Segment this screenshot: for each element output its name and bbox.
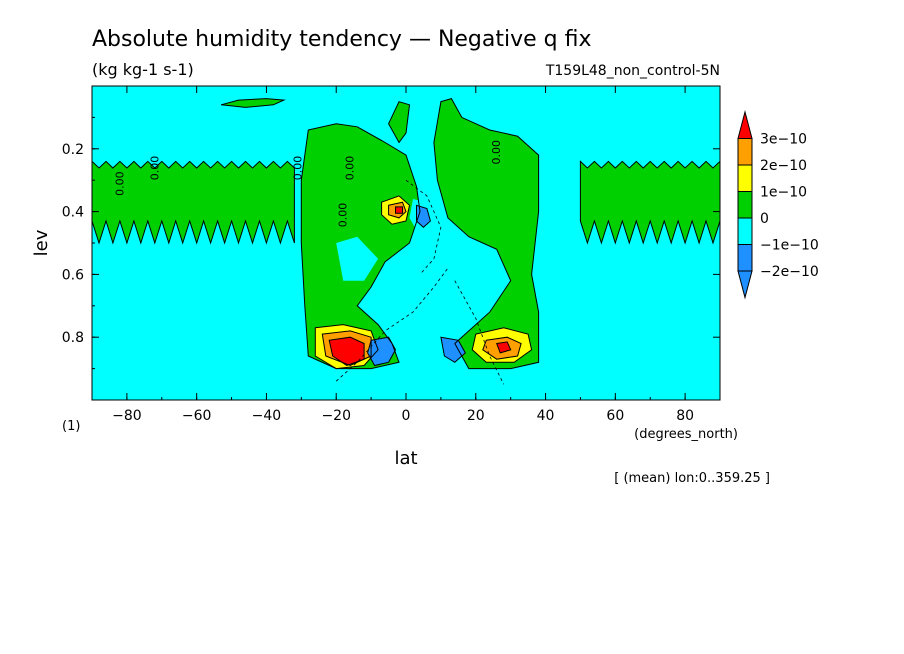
y-axis-units: (1): [62, 419, 80, 434]
contour-label-3: 0.00: [291, 156, 304, 181]
colorbar-label: 0: [760, 211, 769, 227]
x-tick-label: 60: [606, 408, 624, 424]
y-tick-label: 0.2: [62, 142, 84, 158]
colorbar-segment: [737, 110, 753, 139]
x-tick-label: 80: [676, 408, 694, 424]
colorbar-segment: [737, 217, 753, 245]
chart-subtitle: (kg kg-1 s-1): [92, 60, 194, 79]
tropical-column-north-contour: [433, 98, 540, 370]
y-tick-label: 0.4: [62, 205, 84, 221]
negative-contour-3: [405, 179, 442, 275]
x-tick-label: −80: [112, 408, 142, 424]
colorbar-segment: [737, 270, 753, 300]
colorbar-label: 3e−10: [760, 132, 807, 148]
x-tick-label: −20: [321, 408, 351, 424]
positive-band-south-fill: [92, 161, 295, 243]
contour-label-1: 0.00: [113, 171, 126, 196]
tropical-column-south-contour: [300, 123, 421, 370]
contour-label-5: 0.00: [337, 203, 350, 228]
x-tick-label: 40: [537, 408, 555, 424]
colorbar-label: 1e−10: [760, 185, 807, 201]
upper-positive-patch-contour: [220, 98, 286, 108]
tropical-column-south-tip-contour: [388, 101, 411, 144]
min-south-lower-fill: [367, 337, 396, 366]
plot-area: 0.00 0.00 0.00 0.00 0.00 0.00: [91, 85, 721, 401]
x-axis: −80 −60 −40 −20 0 20 40 60 80: [91, 86, 721, 424]
colorbar-label: 2e−10: [760, 158, 807, 174]
x-tick-label: −40: [252, 408, 282, 424]
positive-band-south-contour: [91, 160, 295, 245]
run-label: T159L48_non_control-5N: [545, 63, 720, 79]
min-north-lower-fill: [440, 337, 466, 363]
max-equator-mid-y-contour: [381, 195, 411, 225]
colorbar-segment: [737, 138, 753, 166]
min-north-lower-contour: [440, 336, 466, 363]
colorbar-segment: [737, 244, 753, 272]
max-south-lower-r-contour: [328, 336, 365, 367]
x-tick-label: 20: [467, 408, 485, 424]
colorbar-label: −2e−10: [760, 264, 819, 280]
tropical-column-north-fill: [433, 98, 539, 369]
negative-contour-1: [335, 267, 449, 382]
x-axis-units: (degrees_north): [634, 427, 738, 442]
contour-lines: 0.00 0.00 0.00 0.00 0.00 0.00: [91, 98, 721, 385]
contour-label-6: 0.00: [490, 140, 503, 165]
colorbar: 3e−10 2e−10 1e−10 0 −1e−10 −2e−10: [737, 110, 819, 300]
colorbar-segment: [737, 164, 753, 192]
min-equator-mid-core-contour: [416, 204, 431, 228]
x-axis-label: lat: [394, 448, 417, 469]
max-north-lower-r-contour: [496, 341, 512, 354]
max-north-lower-y-contour: [471, 327, 533, 363]
y-tick-label: 0.8: [62, 330, 84, 346]
chart-title: Absolute humidity tendency — Negative q …: [92, 27, 592, 52]
hole-north-column-fill: [454, 249, 497, 306]
x-tick-label: −60: [182, 408, 212, 424]
contour-label-2: 0.00: [148, 156, 161, 181]
averaging-note: [ (mean) lon:0..359.25 ]: [614, 471, 770, 486]
hole-south-column-fill: [336, 236, 379, 281]
min-south-lower-contour: [367, 336, 397, 367]
colorbar-segment: [737, 191, 753, 219]
y-axis: 0.2 0.4 0.6 0.8: [62, 116, 720, 401]
max-equator-mid-o-contour: [388, 201, 407, 219]
y-tick-label: 0.6: [62, 267, 84, 283]
y-axis-label: lev: [31, 229, 52, 256]
max-south-lower-r-fill: [329, 337, 365, 366]
positive-band-north-fill: [580, 161, 720, 243]
max-south-lower-y-contour: [314, 324, 379, 370]
max-north-lower-r-fill: [496, 341, 511, 353]
contour-label-4: 0.00: [344, 156, 357, 181]
max-north-lower-o-contour: [482, 336, 522, 360]
max-south-lower-o-contour: [321, 330, 372, 367]
x-tick-label: 0: [402, 408, 411, 424]
max-equator-mid-r-fill: [395, 206, 403, 214]
max-equator-mid-r-contour: [395, 206, 403, 214]
colorbar-label: −1e−10: [760, 238, 819, 254]
